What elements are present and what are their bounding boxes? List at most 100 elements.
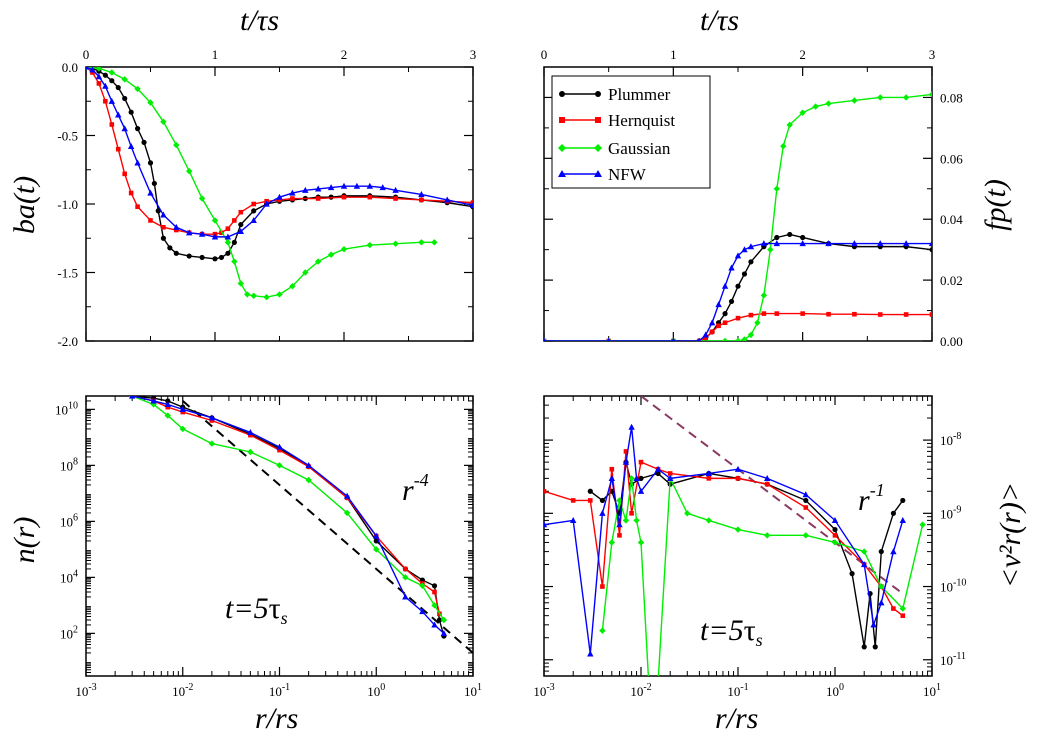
data-point xyxy=(102,82,109,89)
data-point xyxy=(741,271,748,277)
data-point xyxy=(715,301,722,308)
legend-marker xyxy=(559,91,565,97)
data-point xyxy=(861,644,867,650)
data-point xyxy=(600,584,605,589)
data-point xyxy=(147,189,154,196)
data-point xyxy=(96,81,102,86)
x-tick-label-base: 10 xyxy=(464,684,477,699)
data-point xyxy=(160,235,166,241)
data-point xyxy=(747,331,755,339)
data-point xyxy=(444,196,451,203)
y-tick-label-exp: 10 xyxy=(68,400,78,411)
legend-marker xyxy=(594,170,602,177)
data-point xyxy=(379,184,386,191)
reference-line xyxy=(640,396,904,595)
legend-item-gaussian: Gaussian xyxy=(558,139,671,158)
data-point xyxy=(544,337,546,341)
data-point xyxy=(179,405,186,412)
data-point xyxy=(127,143,135,150)
data-point xyxy=(160,118,167,125)
y-tick-label: 0.06 xyxy=(940,151,963,166)
data-point xyxy=(224,239,232,246)
data-point xyxy=(748,259,754,265)
legend-marker xyxy=(558,144,566,152)
data-point xyxy=(367,194,373,200)
data-point xyxy=(315,185,322,192)
data-point xyxy=(198,230,206,237)
legend-marker xyxy=(594,144,602,152)
data-point xyxy=(764,481,770,487)
data-point xyxy=(402,593,409,600)
data-point xyxy=(173,141,180,149)
data-point xyxy=(122,171,127,177)
x-tick-label-exp: -3 xyxy=(546,682,554,693)
x-tick-label-exp: 0 xyxy=(839,682,844,693)
data-point xyxy=(276,462,283,469)
data-point xyxy=(276,193,283,200)
data-point xyxy=(902,94,910,101)
x-tick-label: 101 xyxy=(923,682,941,699)
time-annotation: t=5τs xyxy=(700,614,763,650)
data-point xyxy=(799,109,806,116)
x-tick-label: 10-3 xyxy=(75,682,96,699)
data-point xyxy=(709,329,715,335)
slope-annotation-exp: -4 xyxy=(414,470,429,490)
data-point xyxy=(238,209,244,215)
data-point xyxy=(128,109,134,115)
data-point xyxy=(165,404,171,410)
data-point xyxy=(780,142,787,150)
x-tick-label-base: 10 xyxy=(630,684,643,699)
data-point xyxy=(340,246,348,253)
x-tick-label: 101 xyxy=(464,682,482,699)
y-axis-title: fp(t) xyxy=(979,179,1012,231)
data-point xyxy=(899,517,907,524)
data-point xyxy=(469,201,473,208)
data-point xyxy=(900,497,906,504)
data-point xyxy=(109,122,115,127)
data-point xyxy=(353,182,361,189)
data-point xyxy=(180,409,186,415)
data-point xyxy=(826,311,831,317)
data-point xyxy=(431,583,438,589)
data-point xyxy=(403,566,408,572)
data-point xyxy=(225,226,231,231)
data-point xyxy=(277,197,282,203)
y-tick-label: -1.5 xyxy=(57,266,78,281)
data-point xyxy=(174,227,179,233)
data-point xyxy=(247,429,254,436)
legend-label: NFW xyxy=(608,165,647,184)
data-point xyxy=(343,492,351,499)
reference-line-group xyxy=(182,400,473,654)
data-point xyxy=(147,99,154,106)
data-point xyxy=(544,488,547,494)
legend-item-plummer: Plummer xyxy=(559,85,671,104)
data-point xyxy=(115,111,122,118)
data-point xyxy=(440,616,448,624)
data-point xyxy=(289,189,296,196)
x-tick-label: 3 xyxy=(470,47,477,62)
data-point xyxy=(86,67,90,70)
data-point xyxy=(606,337,611,341)
y-tick-label: -2.0 xyxy=(57,334,78,349)
data-point xyxy=(237,280,244,287)
data-point xyxy=(638,459,644,465)
data-point xyxy=(877,312,883,317)
data-point xyxy=(622,458,630,465)
y-tick-label-base: 10 xyxy=(60,514,73,529)
data-point xyxy=(186,167,193,175)
data-point xyxy=(199,254,205,261)
series-line xyxy=(131,396,445,621)
data-point xyxy=(263,200,270,207)
slope-annotation: r-4 xyxy=(402,470,429,507)
data-point xyxy=(237,228,244,234)
x-tick-label-exp: -1 xyxy=(282,682,290,693)
series-nfw xyxy=(544,240,932,341)
data-point xyxy=(599,509,606,516)
data-point xyxy=(734,465,742,472)
data-point xyxy=(735,315,741,321)
data-point xyxy=(799,240,806,247)
legend-marker xyxy=(558,170,566,177)
data-point xyxy=(734,526,742,533)
data-point xyxy=(721,337,729,341)
